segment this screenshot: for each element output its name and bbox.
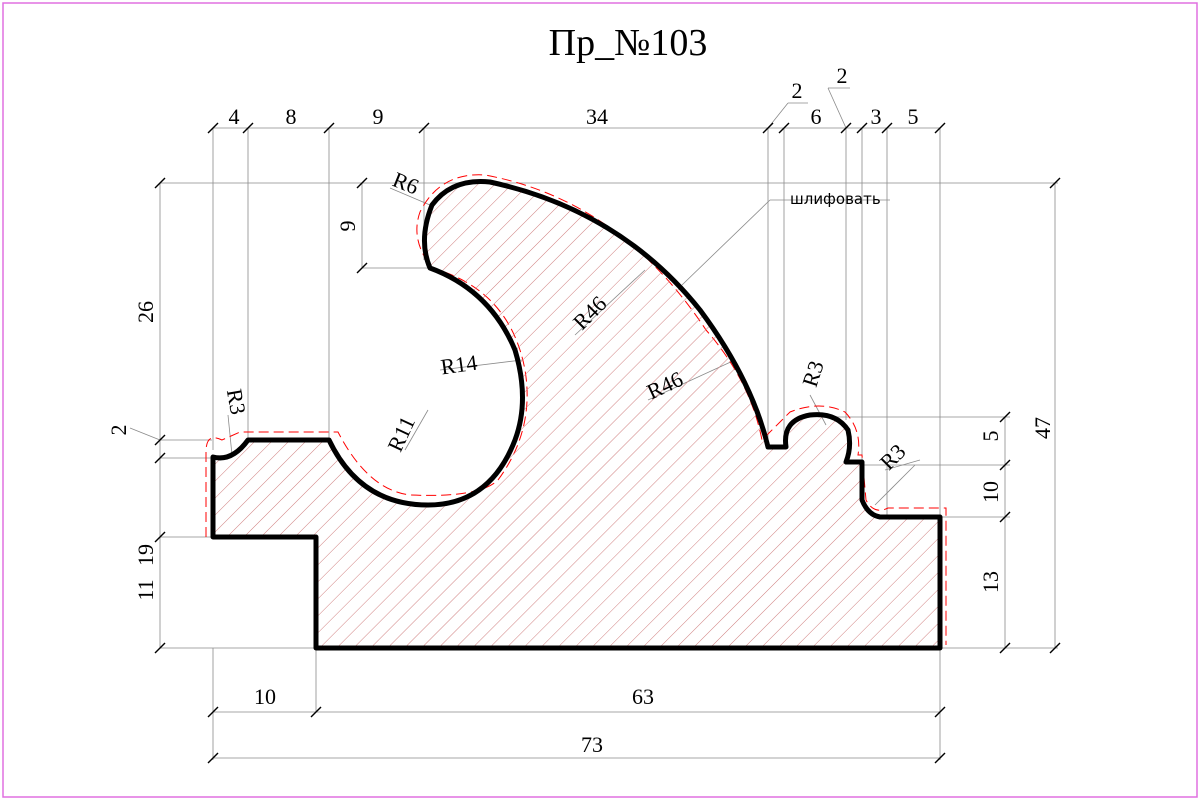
- dim-left-2: 2: [106, 425, 131, 436]
- radius-r14: R14: [439, 350, 479, 380]
- dim-top-5: 5: [908, 104, 919, 129]
- radius-r11: R11: [382, 412, 420, 455]
- profile-section: [210, 178, 943, 651]
- drawing-title: Пр_№103: [549, 22, 708, 64]
- dim-top-8: 8: [286, 104, 297, 129]
- dim-top-34: 34: [586, 104, 608, 129]
- radius-r3-step: R3: [875, 439, 911, 475]
- dim-left-26: 26: [133, 301, 158, 323]
- dim-top-9: 9: [373, 104, 384, 129]
- dim-bottom-73: 73: [581, 732, 603, 757]
- sanding-note: шлифовать: [790, 190, 881, 208]
- dim-inner-9: 9: [335, 221, 360, 232]
- dim-right-13: 13: [978, 571, 1003, 593]
- radius-r3-left: R3: [222, 387, 251, 417]
- dim-top-4: 4: [229, 104, 240, 129]
- radius-r3-bead: R3: [797, 358, 829, 390]
- dim-left-11: 11: [133, 579, 158, 600]
- dim-right-47: 47: [1030, 417, 1055, 439]
- sanding-offset-line: [205, 174, 947, 645]
- dim-right-10: 10: [978, 481, 1003, 503]
- dim-right-5: 5: [978, 431, 1003, 442]
- dim-bottom-10: 10: [254, 684, 276, 709]
- dim-top-2b: 2: [837, 63, 848, 88]
- dim-top-3: 3: [871, 104, 882, 129]
- dim-bottom-63: 63: [632, 684, 654, 709]
- dim-left-19: 19: [133, 544, 158, 566]
- dim-top-2a: 2: [792, 78, 803, 103]
- dim-top-6: 6: [811, 104, 822, 129]
- radius-r6: R6: [389, 167, 422, 200]
- dimension-ticks: [154, 122, 1061, 764]
